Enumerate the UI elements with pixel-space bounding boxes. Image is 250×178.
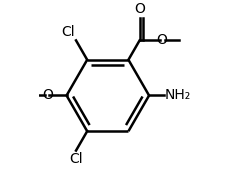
Text: O: O [42,88,53,103]
Text: Cl: Cl [69,152,83,166]
Text: NH₂: NH₂ [164,88,191,103]
Text: Cl: Cl [61,25,75,39]
Text: O: O [134,2,145,16]
Text: O: O [156,33,168,47]
